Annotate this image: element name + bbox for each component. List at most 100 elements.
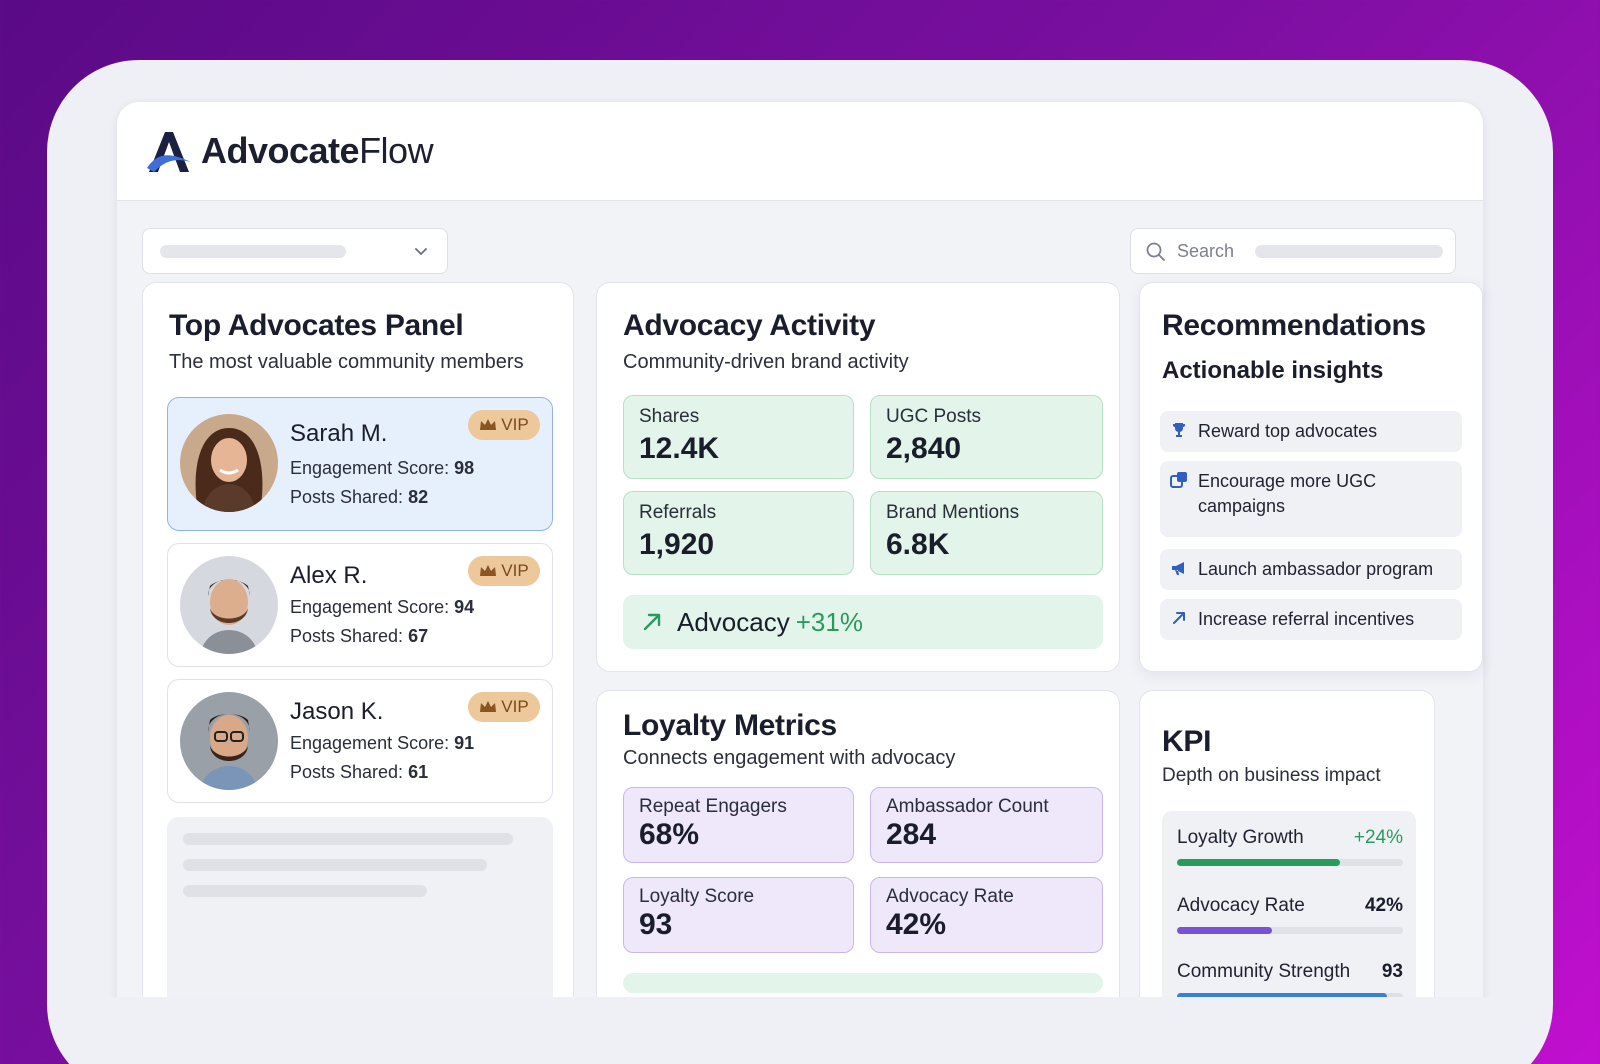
metric-tile-ugc-posts[interactable]: UGC Posts 2,840 (870, 395, 1103, 479)
metric-tile-brand-mentions[interactable]: Brand Mentions 6.8K (870, 491, 1103, 575)
advocate-posts: Posts Shared: 82 (290, 487, 429, 507)
kpi-label: Advocacy Rate (1177, 895, 1305, 916)
advocacy-label: Advocacy (677, 606, 790, 637)
advocate-engagement: Engagement Score: 98 (290, 458, 475, 478)
kpi-label: Loyalty Growth (1177, 827, 1304, 848)
recommendations-subtitle: Actionable insights (1162, 357, 1384, 384)
metric-tile-ambassador-count[interactable]: Ambassador Count 284 (870, 787, 1103, 863)
kpi-row-loyalty-growth: Loyalty Growth +24% (1177, 827, 1403, 866)
advocates-title: Top Advocates Panel (169, 309, 464, 342)
brand-name: AdvocateFlow (201, 130, 434, 171)
avatar (180, 414, 278, 512)
stage: AdvocateFlow Search Top Advocates Panel … (117, 102, 1483, 997)
placeholder-bar (183, 885, 427, 897)
metric-value: 93 (639, 908, 673, 941)
metric-label: UGC Posts (886, 406, 982, 427)
vip-badge: VIP (468, 410, 540, 440)
kpi-progress-fill (1177, 927, 1272, 934)
advocate-posts: Posts Shared: 61 (290, 762, 429, 782)
kpi-progress-fill (1177, 993, 1388, 997)
advocate-name: Alex R. (290, 562, 368, 589)
recommendations-title: Recommendations (1162, 309, 1426, 342)
kpi-progress-track (1177, 993, 1403, 997)
crown-icon (480, 565, 497, 576)
loyalty-title: Loyalty Metrics (623, 709, 837, 742)
metric-value: 42% (886, 908, 947, 941)
kpi-row-community-strength: Community Strength 93 (1177, 961, 1403, 997)
kpi-title: KPI (1162, 725, 1212, 758)
metric-value: 68% (639, 818, 700, 851)
metric-label: Loyalty Score (639, 886, 755, 907)
metric-tile-referrals[interactable]: Referrals 1,920 (623, 491, 854, 575)
filter-dropdown[interactable] (142, 228, 448, 274)
metric-tile-repeat-engagers[interactable]: Repeat Engagers 68% (623, 787, 854, 863)
loyalty-summary-bar (623, 973, 1103, 993)
vip-badge: VIP (468, 556, 540, 586)
metric-label: Ambassador Count (886, 796, 1049, 817)
advocate-card-jason[interactable]: Jason K. Engagement Score: 91 Posts Shar… (167, 679, 553, 803)
kpi-subtitle: Depth on business impact (1162, 765, 1381, 786)
metric-label: Advocacy Rate (886, 886, 1014, 907)
kpi-progress-track (1177, 859, 1403, 866)
app-header: AdvocateFlow (117, 102, 1483, 201)
recommendation-ambassador[interactable]: Launch ambassador program (1160, 549, 1462, 590)
search-icon (1146, 242, 1165, 261)
recommendations-card: Recommendations Actionable insights Rewa… (1139, 282, 1483, 672)
kpi-value: +24% (1353, 827, 1403, 848)
metric-tile-shares[interactable]: Shares 12.4K (623, 395, 854, 479)
kpi-progress-fill (1177, 859, 1340, 866)
metric-value: 1,920 (639, 528, 715, 561)
advocate-card-alex[interactable]: Alex R. Engagement Score: 94 Posts Share… (167, 543, 553, 667)
placeholder-bar (183, 859, 487, 871)
advocacy-summary: Advocacy +31% (623, 595, 1103, 649)
activity-title: Advocacy Activity (623, 309, 876, 342)
kpi-row-advocacy-rate: Advocacy Rate 42% (1177, 895, 1403, 934)
trophy-icon (1173, 423, 1185, 437)
kpi-value: 93 (1381, 961, 1403, 982)
chevron-down-icon (415, 248, 427, 256)
kpi-card: KPI Depth on business impact Loyalty Gro… (1139, 690, 1435, 997)
metric-value: 12.4K (639, 432, 720, 465)
advocate-name: Sarah M. (290, 420, 388, 447)
kpi-label: Community Strength (1177, 961, 1351, 982)
loyalty-subtitle: Connects engagement with advocacy (623, 747, 956, 769)
metric-label: Repeat Engagers (639, 796, 787, 817)
recommendation-referral[interactable]: Increase referral incentives (1160, 599, 1462, 640)
advocate-name: Jason K. (290, 698, 384, 725)
advocacy-activity-card: Advocacy Activity Community-driven brand… (596, 282, 1120, 672)
kpi-list: Loyalty Growth +24% Advocacy Rate 42% Co… (1162, 811, 1416, 997)
dropdown-placeholder (160, 245, 346, 258)
top-advocates-panel: Top Advocates Panel The most valuable co… (142, 282, 574, 997)
crown-icon (480, 419, 497, 430)
loyalty-metrics-card: Loyalty Metrics Connects engagement with… (596, 690, 1120, 997)
share-icon (1170, 472, 1187, 488)
metric-tile-loyalty-score[interactable]: Loyalty Score 93 (623, 877, 854, 953)
trend-up-icon (643, 613, 661, 631)
search-input[interactable]: Search (1130, 228, 1456, 274)
advocacy-change: +31% (795, 606, 863, 637)
metric-tile-advocacy-rate[interactable]: Advocacy Rate 42% (870, 877, 1103, 953)
kpi-progress-track (1177, 927, 1403, 934)
arrow-up-right-icon (1173, 612, 1185, 624)
logo[interactable]: AdvocateFlow (145, 128, 434, 174)
advocate-posts: Posts Shared: 67 (290, 626, 429, 646)
metric-label: Shares (639, 406, 700, 427)
app-window: AdvocateFlow Search Top Advocates Panel … (117, 102, 1483, 997)
advocate-engagement: Engagement Score: 94 (290, 597, 475, 617)
kpi-value: 42% (1364, 895, 1403, 916)
advocate-engagement: Engagement Score: 91 (290, 733, 475, 753)
logo-icon (147, 132, 191, 172)
placeholder-bar (183, 833, 513, 845)
avatar (180, 556, 278, 654)
avatar (180, 692, 278, 790)
recommendation-reward[interactable]: Reward top advocates (1160, 411, 1462, 452)
metric-label: Brand Mentions (886, 502, 1020, 523)
advocates-subtitle: The most valuable community members (169, 351, 524, 373)
vip-badge: VIP (468, 692, 540, 722)
crown-icon (480, 701, 497, 712)
loading-placeholder (167, 817, 553, 997)
megaphone-icon (1172, 562, 1184, 575)
recommendation-ugc[interactable]: Encourage more UGC campaigns (1160, 461, 1462, 537)
advocate-card-sarah[interactable]: Sarah M. Engagement Score: 98 Posts Shar… (167, 397, 553, 531)
metric-value: 6.8K (886, 528, 950, 561)
